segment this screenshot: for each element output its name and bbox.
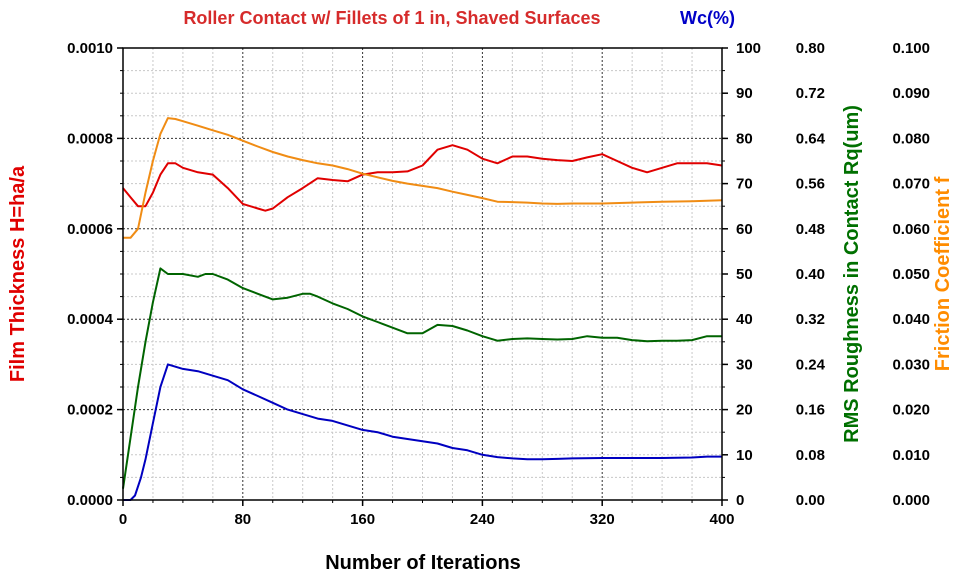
rq-tick-label: 0.56	[796, 176, 825, 193]
friction-tick-label: 0.100	[892, 40, 930, 57]
left-tick-label: 0.0010	[67, 40, 113, 57]
rq-tick-label: 0.40	[796, 266, 825, 283]
wc-tick-label: 10	[736, 447, 753, 464]
rq-tick-label: 0.64	[796, 130, 826, 147]
left-tick-label: 0.0004	[67, 311, 114, 328]
x-tick-label: 320	[590, 511, 615, 528]
friction-tick-label: 0.000	[892, 492, 930, 509]
left-tick-label: 0.0002	[67, 402, 113, 419]
series-line-rq	[122, 267, 722, 489]
x-tick-label: 400	[709, 511, 734, 528]
rq-tick-label: 0.72	[796, 85, 825, 102]
left-tick-label: 0.0006	[67, 221, 113, 238]
friction-tick-label: 0.060	[892, 221, 930, 238]
wc-tick-label: 0	[736, 492, 744, 509]
x-tick-label: 240	[470, 511, 495, 528]
friction-tick-label: 0.020	[892, 402, 930, 419]
series-line-wc	[123, 363, 722, 501]
friction-tick-label: 0.070	[892, 176, 930, 193]
friction-tick-label: 0.040	[892, 311, 930, 328]
x-tick-label: 80	[234, 511, 251, 528]
rq-y-axis-label: RMS Roughness in Contact Rq(um)	[841, 105, 863, 443]
wc-tick-label: 50	[736, 266, 753, 283]
x-axis-label: Number of Iterations	[325, 552, 521, 574]
wc-axis-title: Wc(%)	[680, 8, 735, 28]
friction-tick-label: 0.030	[892, 356, 930, 373]
wc-tick-label: 100	[736, 40, 761, 57]
friction-y-axis-label: Friction Coefficient f	[932, 176, 954, 371]
series-line-fric	[123, 117, 723, 239]
chart-title: Roller Contact w/ Fillets of 1 in, Shave…	[183, 8, 600, 28]
rq-tick-label: 0.48	[796, 221, 825, 238]
rq-tick-label: 0.16	[796, 402, 825, 419]
x-tick-label: 160	[350, 511, 375, 528]
rq-tick-label: 0.00	[796, 492, 825, 509]
friction-tick-label: 0.080	[892, 130, 930, 147]
series-line-film	[122, 144, 723, 212]
left-y-axis-label: Film Thickness H=ha/a	[7, 165, 29, 382]
wc-tick-label: 40	[736, 311, 753, 328]
wc-tick-label: 30	[736, 356, 753, 373]
friction-tick-label: 0.090	[892, 85, 930, 102]
wc-tick-label: 60	[736, 221, 753, 238]
wc-tick-label: 70	[736, 176, 753, 193]
friction-tick-label: 0.050	[892, 266, 930, 283]
rq-tick-label: 0.80	[796, 40, 825, 57]
wc-tick-label: 20	[736, 402, 753, 419]
rq-tick-label: 0.08	[796, 447, 825, 464]
x-tick-label: 0	[119, 511, 127, 528]
wc-tick-label: 80	[736, 130, 753, 147]
left-tick-label: 0.0000	[67, 492, 113, 509]
rq-tick-label: 0.32	[796, 311, 825, 328]
rq-tick-label: 0.24	[796, 356, 826, 373]
friction-tick-label: 0.010	[892, 447, 930, 464]
left-tick-label: 0.0008	[67, 130, 113, 147]
wc-tick-label: 90	[736, 85, 753, 102]
